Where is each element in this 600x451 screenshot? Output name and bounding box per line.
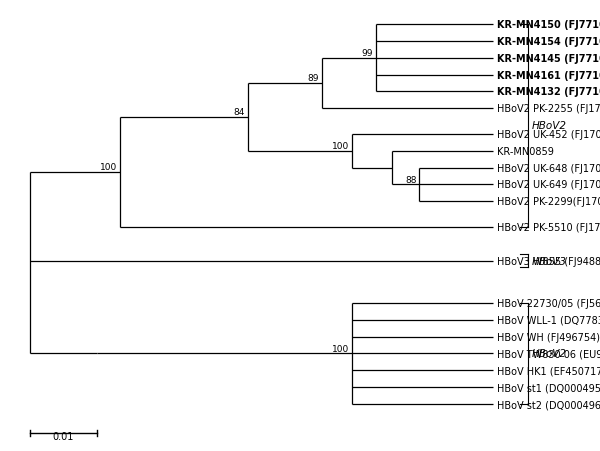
Text: HBoV st2 (DQ000496): HBoV st2 (DQ000496) [497, 399, 600, 410]
Text: HBoV WH (FJ496754): HBoV WH (FJ496754) [497, 332, 600, 342]
Text: HBoV TW830 06 (EU984231): HBoV TW830 06 (EU984231) [497, 349, 600, 359]
Text: KR-MN4150 (FJ771030): KR-MN4150 (FJ771030) [497, 20, 600, 30]
Text: KR-MN0859: KR-MN0859 [497, 146, 554, 156]
Text: HBoV3 W855 (FJ948861): HBoV3 W855 (FJ948861) [497, 256, 600, 266]
Text: HBoV2 PK-2255 (FJ170279): HBoV2 PK-2255 (FJ170279) [497, 104, 600, 114]
Text: HBoV2 UK-649 (FJ170285): HBoV2 UK-649 (FJ170285) [497, 180, 600, 190]
Text: HBoV2 PK-5510 (FJ170278): HBoV2 PK-5510 (FJ170278) [497, 222, 600, 232]
Text: 100: 100 [332, 344, 349, 353]
Text: 89: 89 [308, 74, 319, 83]
Text: 84: 84 [234, 108, 245, 117]
Text: 100: 100 [100, 162, 118, 171]
Text: HBoV3: HBoV3 [532, 256, 567, 266]
Text: KR-MN4161 (FJ771032): KR-MN4161 (FJ771032) [497, 70, 600, 80]
Text: HBoV 22730/05 (FJ560720): HBoV 22730/05 (FJ560720) [497, 298, 600, 308]
Text: 88: 88 [405, 175, 416, 184]
Text: 100: 100 [332, 142, 349, 151]
Text: HBoV st1 (DQ000495): HBoV st1 (DQ000495) [497, 382, 600, 392]
Text: 0.01: 0.01 [52, 431, 74, 441]
Text: KR-MN4145 (FJ771029): KR-MN4145 (FJ771029) [497, 54, 600, 64]
Text: HBoV WLL-1 (DQ778300): HBoV WLL-1 (DQ778300) [497, 315, 600, 325]
Text: HBoV2 UK-648 (FJ170280): HBoV2 UK-648 (FJ170280) [497, 163, 600, 173]
Text: HBoV2 PK-2299(FJ170281): HBoV2 PK-2299(FJ170281) [497, 197, 600, 207]
Text: HBoV HK1 (EF450717): HBoV HK1 (EF450717) [497, 366, 600, 376]
Text: HBoV2 UK-452 (FJ170284): HBoV2 UK-452 (FJ170284) [497, 129, 600, 139]
Text: 99: 99 [361, 49, 373, 58]
Text: KR-MN4154 (FJ771031): KR-MN4154 (FJ771031) [497, 37, 600, 46]
Text: HBoV2: HBoV2 [532, 121, 567, 131]
Text: HBoV2: HBoV2 [532, 349, 567, 359]
Text: KR-MN4132 (FJ771028): KR-MN4132 (FJ771028) [497, 87, 600, 97]
